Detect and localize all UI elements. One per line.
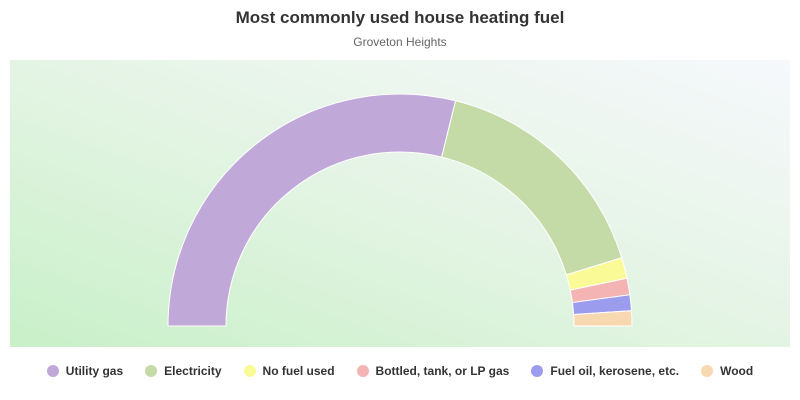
- legend-swatch: [243, 365, 256, 377]
- legend-label: Utility gas: [65, 364, 124, 378]
- chart-subtitle: Groveton Heights: [353, 35, 447, 49]
- legend-swatch: [356, 365, 369, 377]
- legend-swatch: [531, 365, 544, 377]
- legend-item: Wood: [701, 364, 753, 378]
- legend-label: No fuel used: [262, 364, 335, 378]
- legend-label: Fuel oil, kerosene, etc.: [550, 364, 680, 378]
- legend-swatch: [46, 365, 59, 377]
- legend-label: Bottled, tank, or LP gas: [375, 364, 510, 378]
- legend-item: No fuel used: [243, 364, 335, 378]
- legend-swatch: [145, 365, 158, 377]
- donut-segment: [167, 93, 457, 327]
- legend-label: Electricity: [164, 364, 222, 378]
- legend-item: Utility gas: [46, 364, 124, 378]
- legend-item: Bottled, tank, or LP gas: [356, 364, 510, 378]
- legend: Utility gas Electricity No fuel used Bottle…: [0, 364, 800, 378]
- chart-title: Most commonly used house heating fuel: [235, 8, 565, 27]
- legend-item: Electricity: [145, 364, 222, 378]
- donut-segment: [441, 100, 623, 276]
- legend-item: Fuel oil, kerosene, etc.: [531, 364, 679, 378]
- legend-label: Wood: [720, 364, 754, 378]
- donut-segment: [573, 310, 633, 327]
- legend-swatch: [701, 365, 714, 377]
